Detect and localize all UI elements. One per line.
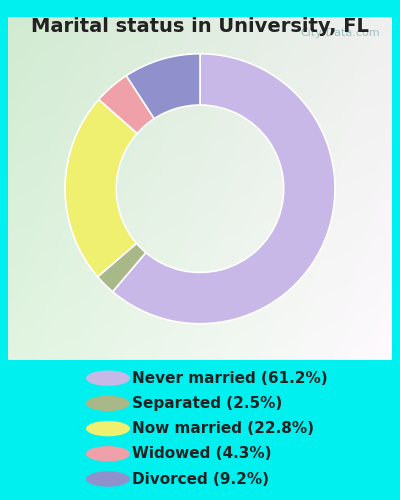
Text: Never married (61.2%): Never married (61.2%) (132, 370, 328, 386)
Text: Widowed (4.3%): Widowed (4.3%) (132, 446, 272, 462)
Text: Marital status in University, FL: Marital status in University, FL (31, 18, 369, 36)
Wedge shape (113, 54, 335, 324)
Circle shape (86, 421, 130, 436)
Text: City-Data.com: City-Data.com (301, 28, 380, 38)
Circle shape (86, 370, 130, 386)
Circle shape (86, 446, 130, 462)
Text: Divorced (9.2%): Divorced (9.2%) (132, 472, 269, 486)
Circle shape (86, 472, 130, 486)
Wedge shape (98, 244, 146, 292)
Circle shape (86, 396, 130, 411)
Wedge shape (126, 54, 200, 118)
Text: Separated (2.5%): Separated (2.5%) (132, 396, 282, 411)
Wedge shape (65, 100, 137, 276)
Wedge shape (99, 76, 154, 134)
Text: Now married (22.8%): Now married (22.8%) (132, 421, 314, 436)
